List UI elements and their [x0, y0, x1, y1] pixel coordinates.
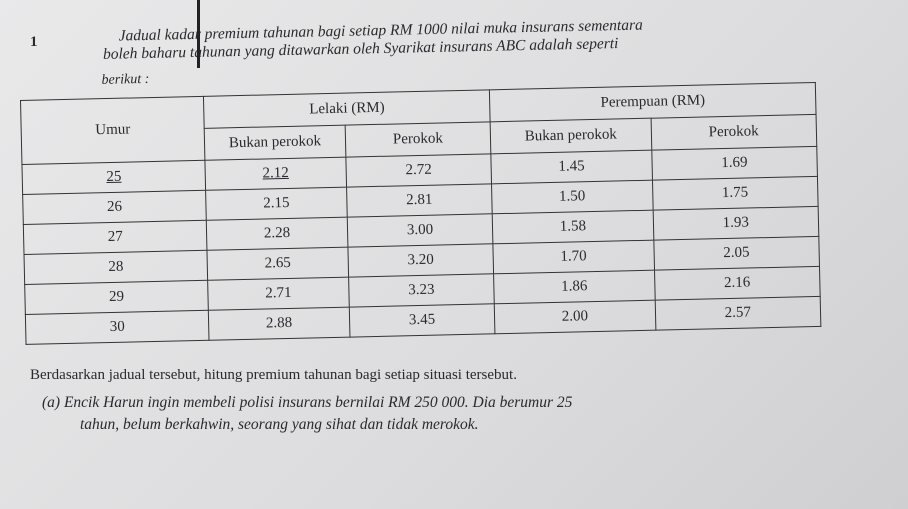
header-male-smoker: Perokok	[344, 121, 492, 158]
question-number: 1	[30, 34, 38, 50]
cell-female-non-smoker: 2.00	[494, 300, 656, 334]
cell-male-non-smoker: 2.88	[208, 307, 350, 341]
cell-male-non-smoker: 2.12	[205, 157, 347, 191]
cell-age: 30	[25, 310, 210, 345]
premium-rate-table: Umur Lelaki (RM) Perempuan (RM) Bukan pe…	[20, 82, 821, 345]
cell-female-non-smoker: 1.58	[492, 210, 654, 244]
cell-age: 29	[24, 280, 209, 315]
cell-male-non-smoker: 2.71	[207, 277, 349, 311]
cell-male-smoker: 3.00	[346, 213, 494, 248]
cell-female-non-smoker: 1.45	[491, 150, 653, 184]
pen-mark	[197, 0, 200, 68]
header-female-smoker: Perokok	[650, 114, 817, 151]
cell-female-smoker: 1.93	[652, 206, 819, 241]
part-a: (a) Encik Harun ingin membeli polisi ins…	[42, 392, 572, 436]
cell-female-smoker: 1.69	[651, 146, 818, 181]
cell-age: 26	[22, 190, 207, 225]
cell-female-smoker: 2.57	[654, 296, 821, 331]
part-a-line-2: tahun, belum berkahwin, seorang yang sih…	[80, 416, 479, 433]
cell-female-non-smoker: 1.86	[493, 270, 655, 304]
intro-line-3: berikut :	[101, 71, 150, 88]
cell-male-smoker: 2.81	[346, 183, 493, 218]
cell-female-smoker: 2.05	[653, 236, 820, 271]
header-female-non-smoker: Bukan perokok	[490, 118, 652, 154]
part-a-line-1: (a) Encik Harun ingin membeli polisi ins…	[42, 394, 573, 411]
cell-male-smoker: 2.72	[345, 153, 492, 188]
cell-male-non-smoker: 2.28	[206, 217, 348, 251]
cell-female-non-smoker: 1.70	[493, 240, 655, 274]
cell-male-smoker: 3.23	[348, 273, 495, 308]
header-age: Umur	[20, 96, 206, 165]
question-intro: Jadual kadar premium tahunan bagi setiap…	[96, 0, 816, 88]
cell-age: 27	[23, 220, 208, 255]
cell-male-non-smoker: 2.65	[207, 247, 349, 281]
cell-age: 28	[24, 250, 208, 285]
cell-male-smoker: 3.20	[347, 243, 494, 278]
cell-female-non-smoker: 1.50	[491, 180, 653, 214]
cell-age: 25	[21, 160, 206, 195]
cell-male-non-smoker: 2.15	[205, 187, 347, 221]
header-male-non-smoker: Bukan perokok	[204, 125, 346, 161]
instruction-caption: Berdasarkan jadual tersebut, hitung prem…	[30, 367, 517, 383]
cell-male-smoker: 3.45	[348, 303, 496, 338]
cell-female-smoker: 1.75	[652, 176, 819, 211]
cell-female-smoker: 2.16	[654, 266, 821, 301]
